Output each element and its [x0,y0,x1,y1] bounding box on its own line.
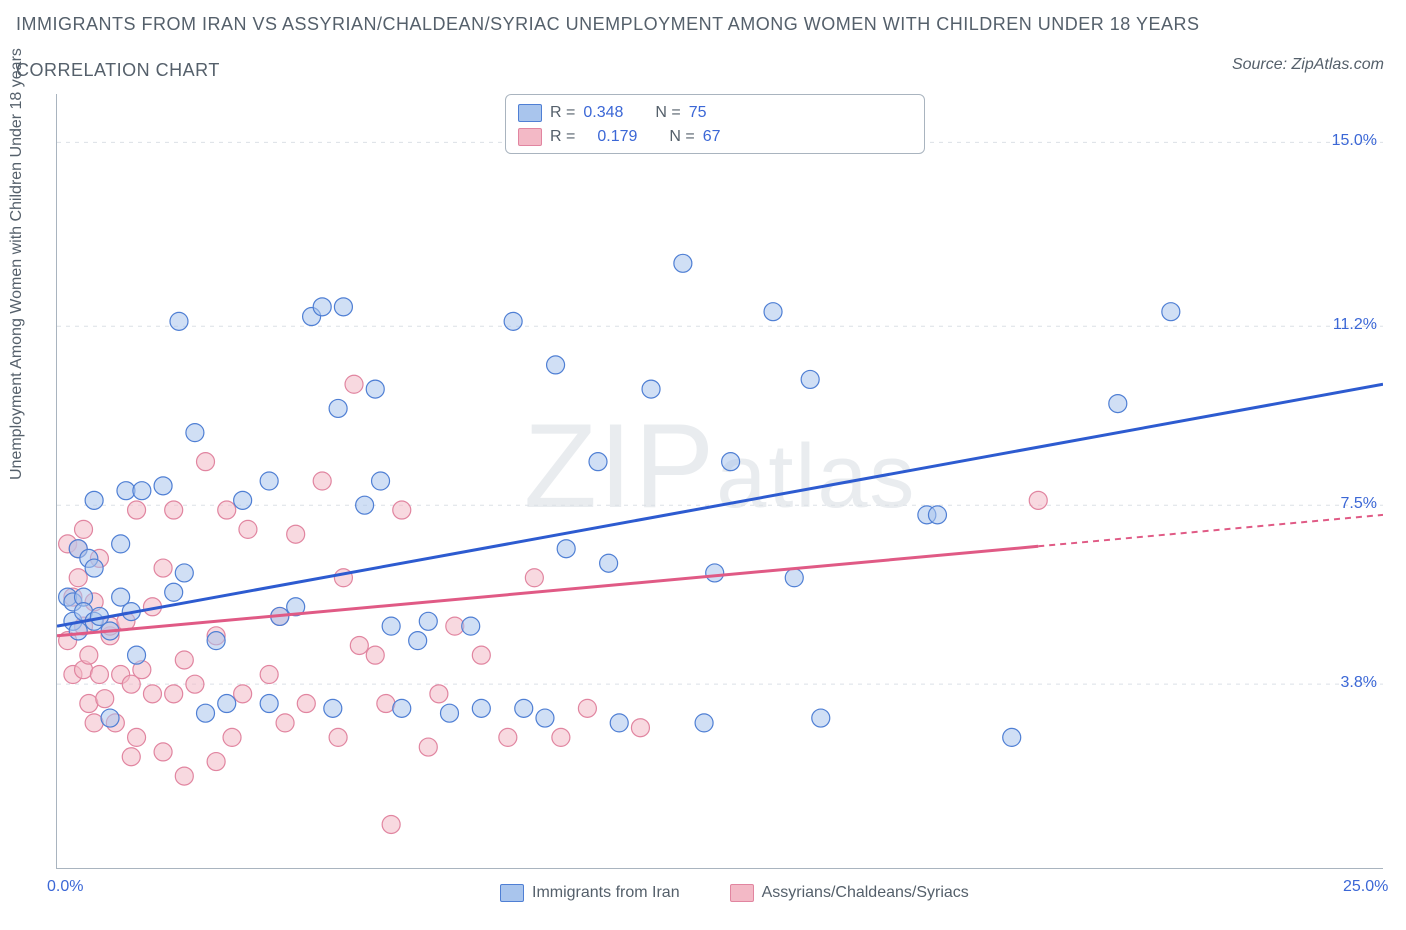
stat-n-value-pink: 67 [703,128,721,146]
stat-r-label-blue: R = [550,104,575,122]
y-axis-label: Unemployment Among Women with Children U… [8,48,26,480]
y-tick-label: 11.2% [1333,316,1377,334]
legend-swatch-blue [500,884,524,902]
chart-title: IMMIGRANTS FROM IRAN VS ASSYRIAN/CHALDEA… [16,14,1200,35]
stats-legend-box: R = 0.348 N = 75 R = 0.179 N = 67 [505,94,925,154]
legend-item-pink: Assyrians/Chaldeans/Syriacs [730,884,969,902]
legend-swatch-pink [730,884,754,902]
y-tick-label: 15.0% [1332,132,1377,150]
legend-label-pink: Assyrians/Chaldeans/Syriacs [762,884,969,902]
y-tick-label: 3.8% [1341,674,1377,692]
scatter-plot-svg [57,94,1383,868]
chart-subtitle: CORRELATION CHART [16,60,220,81]
x-tick-label: 0.0% [47,878,83,896]
x-tick-label: 25.0% [1343,878,1388,896]
stat-r-value-pink: 0.179 [597,128,637,146]
swatch-blue [518,104,542,122]
legend-item-blue: Immigrants from Iran [500,884,680,902]
stat-r-value-blue: 0.348 [583,104,623,122]
stat-n-label-pink: N = [669,128,694,146]
stat-n-value-blue: 75 [689,104,707,122]
stats-row-blue: R = 0.348 N = 75 [518,101,912,125]
bottom-legend: Immigrants from Iran Assyrians/Chaldeans… [500,884,969,902]
legend-label-blue: Immigrants from Iran [532,884,680,902]
source-attribution: Source: ZipAtlas.com [1232,56,1384,74]
stat-r-label-pink: R = [550,128,575,146]
y-tick-label: 7.5% [1341,495,1377,513]
chart-plot-area: ZIPatlas R = 0.348 N = 75 R = 0.179 N = … [56,94,1383,869]
stat-n-label-blue: N = [655,104,680,122]
swatch-pink [518,128,542,146]
stats-row-pink: R = 0.179 N = 67 [518,125,912,149]
